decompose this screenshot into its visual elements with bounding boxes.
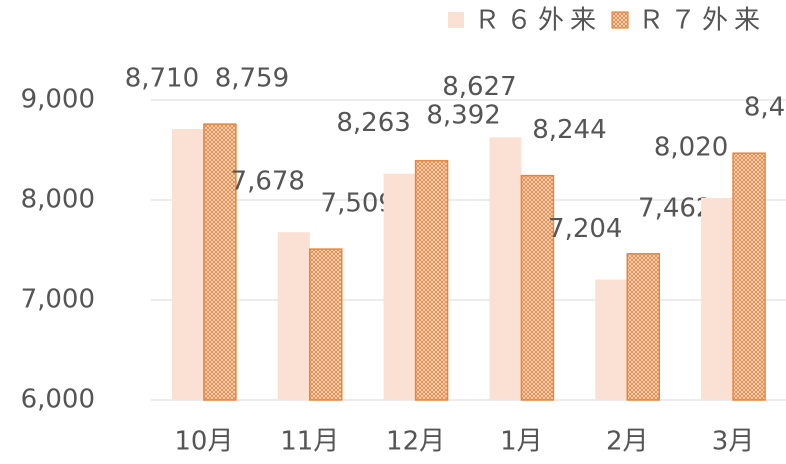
data-label: 8,392	[426, 100, 500, 130]
data-label: 7,509	[321, 189, 395, 219]
data-label: 8,244	[532, 115, 606, 145]
x-tick-label: 11月	[280, 427, 339, 457]
bar	[626, 253, 660, 401]
data-label: 8,759	[215, 64, 289, 94]
y-tick-label: 8,000	[21, 185, 95, 215]
legend-swatch	[448, 12, 464, 28]
legend-label: Ｒ６外来	[474, 6, 602, 36]
x-tick-label: 3月	[712, 427, 755, 457]
data-label: 8,263	[336, 108, 410, 138]
bar	[520, 174, 555, 401]
x-tick-label: 2月	[606, 427, 649, 457]
bar	[595, 279, 628, 400]
legend-swatch	[611, 11, 629, 29]
data-label: 8,627	[442, 72, 516, 102]
data-label: 8,710	[125, 64, 199, 94]
bar	[309, 248, 343, 401]
bar	[489, 137, 522, 401]
data-label: 7,204	[548, 214, 622, 244]
bar	[701, 198, 734, 400]
bar	[414, 160, 449, 401]
y-tick-label: 9,000	[21, 85, 95, 115]
bar	[171, 129, 204, 400]
data-label: 8,020	[654, 133, 728, 163]
data-label: 8,468	[744, 93, 786, 123]
bar	[732, 152, 766, 401]
bar	[277, 232, 310, 400]
legend-label: Ｒ７外来	[638, 6, 766, 36]
y-tick-label: 6,000	[21, 385, 95, 415]
y-tick-label: 7,000	[21, 285, 95, 315]
x-tick-label: 10月	[174, 427, 233, 457]
bar	[203, 123, 237, 401]
bar	[383, 173, 416, 400]
x-tick-label: 12月	[386, 427, 445, 457]
data-label: 7,462	[638, 193, 712, 223]
data-label: 7,678	[231, 167, 305, 197]
x-tick-label: 1月	[500, 427, 543, 457]
